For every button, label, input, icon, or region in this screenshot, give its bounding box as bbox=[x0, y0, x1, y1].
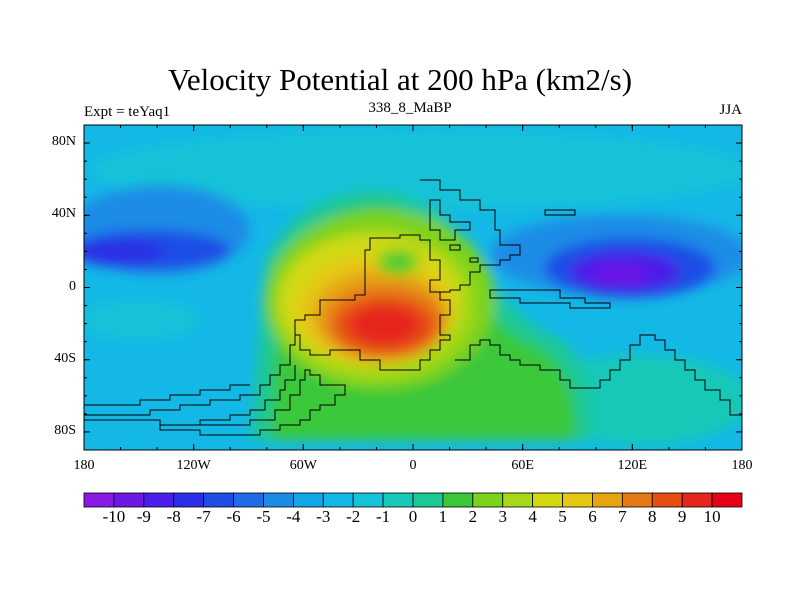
lat-tick-label: 40S bbox=[54, 350, 76, 366]
colorbar-label: 9 bbox=[677, 507, 687, 526]
colorbar-label: 3 bbox=[498, 507, 507, 526]
colorbar-label: -1 bbox=[375, 507, 391, 526]
lat-tick-label: 80N bbox=[51, 134, 76, 150]
colorbar-label: -9 bbox=[136, 507, 151, 526]
colorbar-label: -3 bbox=[316, 507, 331, 526]
colorbar-swatch bbox=[233, 492, 264, 508]
colorbar-swatch bbox=[532, 492, 563, 508]
colorbar-swatch bbox=[442, 492, 474, 508]
lon-tick-label: 180 bbox=[731, 458, 753, 473]
lon-tick-label: 60E bbox=[511, 458, 534, 473]
colorbar-swatch bbox=[83, 492, 115, 508]
colorbar-swatch bbox=[292, 492, 324, 508]
colorbar-label: 8 bbox=[648, 507, 657, 526]
colorbar-label: -5 bbox=[256, 507, 271, 526]
colorbar-swatch bbox=[203, 492, 234, 508]
colorbar-swatch bbox=[412, 492, 444, 508]
colorbar-swatch bbox=[621, 492, 653, 508]
lon-tick-label: 0 bbox=[409, 458, 417, 473]
colorbar-swatch bbox=[322, 492, 354, 508]
map-title: Velocity Potential at 200 hPa (km2/s) bbox=[167, 62, 633, 97]
colorbar-label: 2 bbox=[468, 507, 478, 526]
colorbar-label: -10 bbox=[102, 507, 126, 526]
colorbar-swatch bbox=[352, 492, 384, 508]
lon-tick-label: 120E bbox=[617, 458, 648, 473]
colorbar-swatch bbox=[592, 492, 623, 508]
colorbar-swatch bbox=[562, 492, 593, 508]
colorbar-label: 10 bbox=[703, 507, 721, 526]
season-label: JJA bbox=[719, 102, 742, 118]
colorbar-swatch bbox=[651, 492, 683, 508]
lat-tick-label: 0 bbox=[69, 278, 76, 294]
colorbar-swatch bbox=[711, 492, 743, 508]
colorbar-label: 4 bbox=[528, 507, 537, 526]
coastlines bbox=[84, 179, 742, 436]
colorbar-swatch bbox=[502, 492, 534, 508]
lat-tick-label: 80S bbox=[54, 422, 76, 438]
colorbar-label: 5 bbox=[558, 507, 567, 526]
colorbar-swatch bbox=[263, 492, 294, 508]
colorbar-label: -8 bbox=[166, 507, 181, 526]
colorbar-swatch bbox=[173, 492, 205, 508]
lon-tick-label: 180 bbox=[73, 458, 95, 473]
colorbar-label: 1 bbox=[438, 507, 448, 526]
colorbar-label: -2 bbox=[346, 507, 361, 526]
colorbar-swatch bbox=[143, 492, 175, 508]
colorbar-label: -6 bbox=[226, 507, 241, 526]
colorbar-labels: -10 -9 -8 -7 -6 -5 -4 -3 -2 -1 0 1 2 3 4 5 6 7 8 9 10 bbox=[0, 507, 800, 531]
axis-ticks bbox=[83, 124, 743, 451]
colorbar-label: 6 bbox=[588, 507, 597, 526]
case-label: 338_8_MaBP bbox=[368, 100, 452, 116]
experiment-label: Expt = teYaq1 bbox=[84, 104, 171, 120]
colorbar bbox=[83, 492, 743, 508]
colorbar-label: 7 bbox=[618, 507, 627, 526]
colorbar-label: -7 bbox=[196, 507, 211, 526]
colorbar-swatch bbox=[382, 492, 414, 508]
colorbar-swatch bbox=[681, 492, 713, 508]
colorbar-label: 0 bbox=[408, 507, 418, 526]
colorbar-label: -4 bbox=[286, 507, 301, 526]
contour-field bbox=[84, 125, 742, 450]
lat-tick-label: 40N bbox=[51, 206, 76, 222]
colorbar-swatch bbox=[472, 492, 504, 508]
lon-tick-label: 120W bbox=[176, 458, 211, 473]
lon-tick-label: 60W bbox=[289, 458, 317, 473]
colorbar-swatch bbox=[113, 492, 145, 508]
